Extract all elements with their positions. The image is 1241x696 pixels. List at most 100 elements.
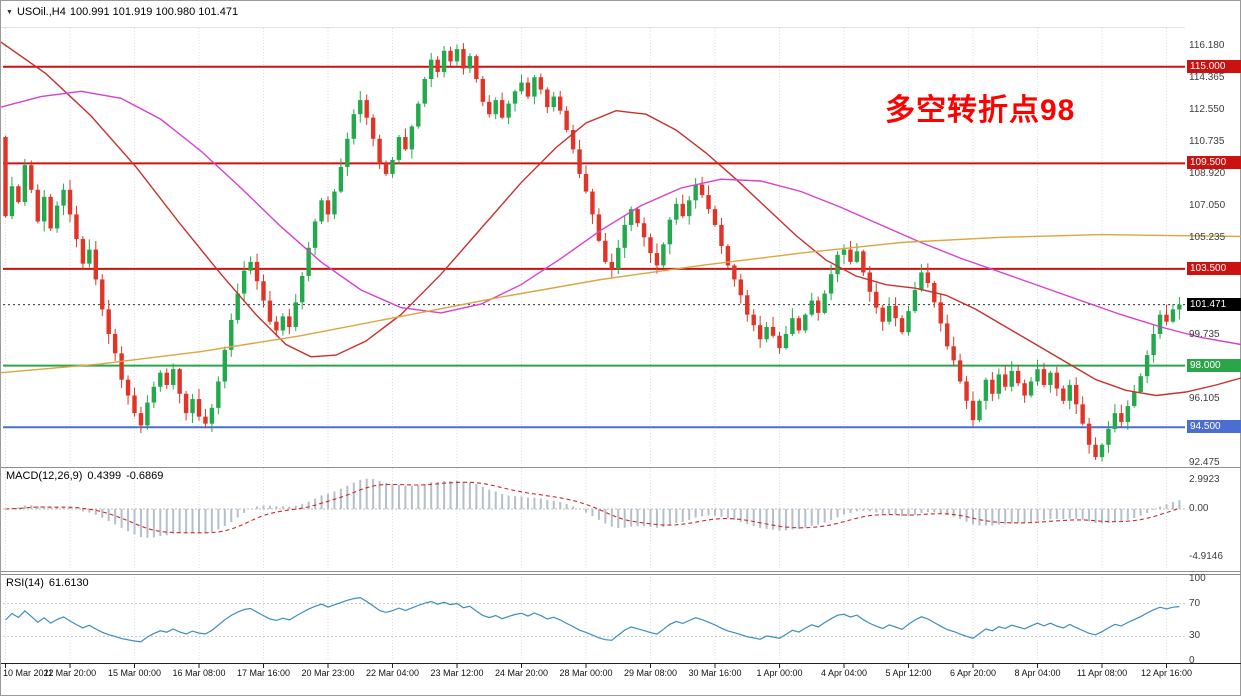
candle-body	[261, 281, 266, 301]
candle-body	[403, 137, 408, 150]
candle-body	[558, 96, 563, 111]
candle-body	[216, 381, 221, 408]
candle-body	[925, 272, 931, 283]
candle-body	[957, 360, 963, 382]
candle-body	[345, 138, 350, 167]
candle-body	[370, 117, 376, 139]
candle-body	[706, 195, 711, 210]
candle-body	[61, 189, 66, 206]
candle-body	[1041, 369, 1047, 385]
candle-body	[564, 110, 569, 130]
candle-body	[783, 333, 789, 349]
candle-body	[893, 305, 898, 319]
candle-body	[80, 239, 86, 264]
candle-body	[777, 335, 782, 349]
candle-body	[416, 103, 421, 127]
candle-body	[300, 275, 305, 303]
candle-body	[409, 126, 415, 150]
candle-body	[1164, 314, 1169, 322]
candle-body	[119, 353, 124, 380]
candle-body	[551, 96, 556, 108]
candle-body	[854, 251, 860, 262]
candle-body	[1125, 406, 1130, 422]
candle-body	[648, 237, 653, 254]
candle-body	[545, 89, 550, 108]
candle-body	[319, 200, 324, 222]
candle-body	[467, 56, 473, 69]
candle-body	[248, 261, 253, 271]
macd-signal-line	[5, 481, 1180, 534]
candle-body	[757, 325, 763, 340]
candle-body	[1009, 370, 1014, 387]
candle-body	[1067, 384, 1072, 401]
candle-body	[222, 349, 227, 382]
candle-body	[203, 416, 208, 424]
candle-body	[9, 186, 15, 217]
candle-body	[1093, 444, 1098, 458]
candle-body	[964, 381, 969, 401]
candle-body	[764, 326, 769, 340]
ma-slow-magenta	[1, 90, 1241, 346]
candle-body	[54, 205, 60, 229]
candle-body	[499, 100, 505, 118]
candle-body	[622, 224, 627, 248]
candle-body	[1177, 304, 1182, 310]
candle-body	[325, 200, 331, 215]
candle-body	[190, 399, 195, 414]
candle-body	[609, 261, 614, 269]
macd-value-main: 0.4399	[87, 470, 122, 482]
candle-body	[287, 316, 292, 327]
candle-body	[145, 402, 150, 426]
candle-body	[570, 129, 576, 150]
candle-body	[590, 191, 595, 215]
candle-body	[48, 196, 53, 229]
candle-body	[867, 272, 872, 292]
candle-body	[732, 265, 737, 280]
rsi-value: 61.6130	[48, 577, 89, 589]
candle-body	[886, 305, 892, 322]
candle-body	[538, 77, 544, 90]
candle-body	[183, 393, 189, 414]
candle-body	[435, 59, 440, 72]
candle-body	[841, 249, 847, 255]
candle-body	[100, 279, 105, 310]
annotation-text: 多空转折点98	[885, 94, 1076, 127]
candle-body	[951, 346, 956, 361]
candle-body	[74, 214, 79, 240]
candle-body	[674, 203, 679, 220]
candle-body	[990, 379, 995, 394]
symbol-dropdown-icon[interactable]: ▼	[6, 9, 13, 16]
candle-body	[1170, 309, 1176, 322]
candle-body	[377, 138, 382, 164]
candle-body	[1151, 333, 1156, 356]
candle-body	[616, 247, 621, 269]
candle-body	[687, 200, 692, 217]
candle-body	[725, 246, 731, 266]
candle-body	[332, 191, 337, 215]
candle-body	[899, 318, 905, 333]
candle-body	[970, 400, 976, 421]
candle-body	[816, 300, 821, 313]
candle-body	[738, 279, 743, 296]
candle-body	[835, 254, 840, 275]
candle-body	[1054, 372, 1060, 389]
rsi-name: RSI(14)	[6, 577, 44, 589]
candle-body	[480, 78, 485, 102]
candle-body	[138, 413, 144, 426]
candle-body	[1132, 392, 1137, 407]
candle-body	[274, 321, 279, 331]
candle-body	[383, 163, 389, 174]
candle-body	[106, 309, 111, 334]
macd-indicator-label: MACD(12,26,9) 0.4399 -0.6869	[6, 470, 168, 482]
candle-body	[525, 82, 531, 97]
candle-body	[338, 166, 344, 192]
ma-medium-red	[1, 41, 1241, 397]
candle-body	[519, 82, 524, 92]
candle-body	[312, 221, 318, 248]
candle-body	[158, 372, 163, 387]
candle-body	[112, 333, 118, 354]
candle-body	[719, 224, 724, 247]
candle-body	[1035, 369, 1040, 382]
